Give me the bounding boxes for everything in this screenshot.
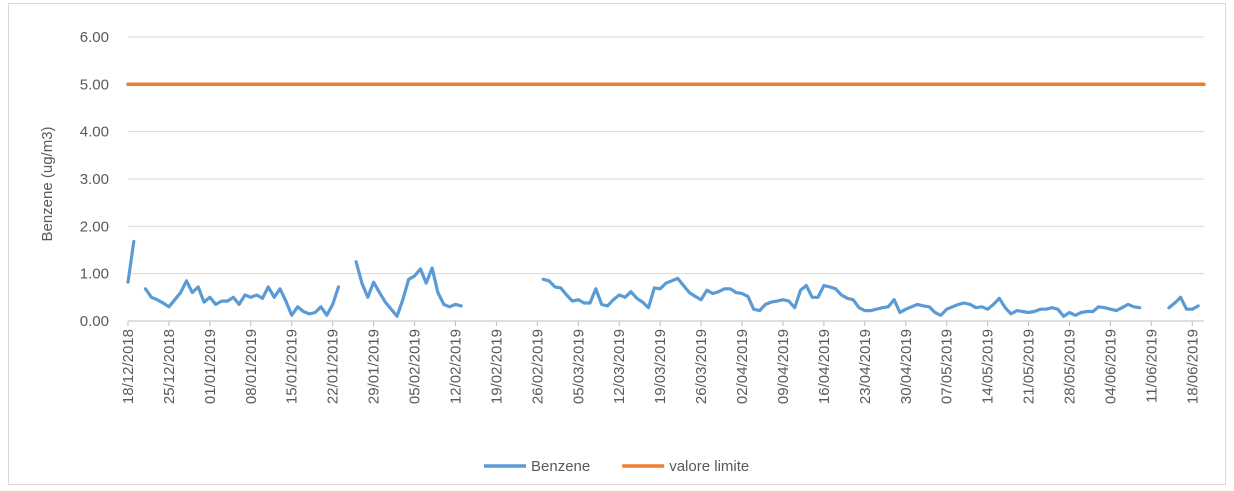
series-line-segment — [126, 239, 136, 284]
y-tick-label: 5.00 — [80, 76, 109, 93]
series-line-segment — [354, 260, 463, 318]
y-tick-label: 6.00 — [80, 29, 109, 46]
y-axis-title: Benzene (ug/m3) — [39, 126, 56, 241]
x-axis: 18/12/2018 25/12/2018 01/01/2019 08/01/2019… — [120, 320, 1204, 404]
y-tick-label: 1.00 — [80, 266, 109, 283]
x-tick-label: 01/01/2019 — [202, 329, 219, 404]
legend: Benzene valore limite — [484, 458, 749, 475]
x-tick-label: 19/03/2019 — [652, 329, 669, 404]
series-line-segment — [143, 279, 341, 317]
x-tick-label: 22/01/2019 — [325, 329, 342, 404]
x-tick-label: 07/05/2019 — [939, 329, 956, 404]
x-tick-label: 21/05/2019 — [1021, 329, 1038, 404]
legend-label: valore limite — [669, 458, 749, 475]
x-tick-label: 25/12/2018 — [161, 329, 178, 404]
x-tick-label: 26/03/2019 — [693, 329, 710, 404]
x-tick-label: 04/06/2019 — [1102, 329, 1119, 404]
x-tick-label: 09/04/2019 — [775, 329, 792, 404]
x-tick-label: 05/03/2019 — [570, 329, 587, 404]
x-tick-label: 15/01/2019 — [284, 329, 301, 404]
x-tick-label: 05/02/2019 — [407, 329, 424, 404]
x-tick-label: 29/01/2019 — [366, 329, 383, 404]
legend-label: Benzene — [531, 458, 590, 475]
chart-frame: 0.00 1.00 2.00 3.00 4.00 5.00 6.00 18/12/2018 2… — [8, 3, 1226, 485]
x-tick-label: 23/04/2019 — [857, 329, 874, 404]
y-tick-label: 0.00 — [80, 313, 109, 330]
x-tick-label: 28/05/2019 — [1062, 329, 1079, 404]
series-benzene — [126, 239, 1200, 318]
grid-lines — [128, 36, 1204, 275]
series-lines — [126, 82, 1206, 318]
x-tick-label: 08/01/2019 — [243, 329, 260, 404]
benzene-line-chart: 0.00 1.00 2.00 3.00 4.00 5.00 6.00 18/12/2018 2… — [39, 29, 1206, 475]
x-tick-label: 12/02/2019 — [447, 329, 464, 404]
y-axis-ticks: 0.00 1.00 2.00 3.00 4.00 5.00 6.00 — [80, 29, 109, 330]
x-tick-label: 18/12/2018 — [120, 329, 137, 404]
y-tick-label: 4.00 — [80, 124, 109, 141]
legend-item: Benzene — [484, 458, 590, 475]
x-tick-label: 02/04/2019 — [734, 329, 751, 404]
x-tick-label: 16/04/2019 — [816, 329, 833, 404]
series-line-segment — [1167, 295, 1200, 311]
x-tick-label: 11/06/2019 — [1143, 329, 1160, 403]
x-tick-label: 14/05/2019 — [980, 329, 997, 404]
x-tick-label: 19/02/2019 — [488, 329, 505, 404]
x-tick-label: 30/04/2019 — [898, 329, 915, 404]
x-tick-label: 26/02/2019 — [529, 329, 546, 404]
series-line-segment — [541, 276, 1142, 318]
x-tick-label: 12/03/2019 — [611, 329, 628, 404]
y-tick-label: 2.00 — [80, 218, 109, 235]
y-tick-label: 3.00 — [80, 171, 109, 188]
legend-item: valore limite — [622, 458, 749, 475]
x-tick-label: 18/06/2019 — [1184, 329, 1201, 404]
